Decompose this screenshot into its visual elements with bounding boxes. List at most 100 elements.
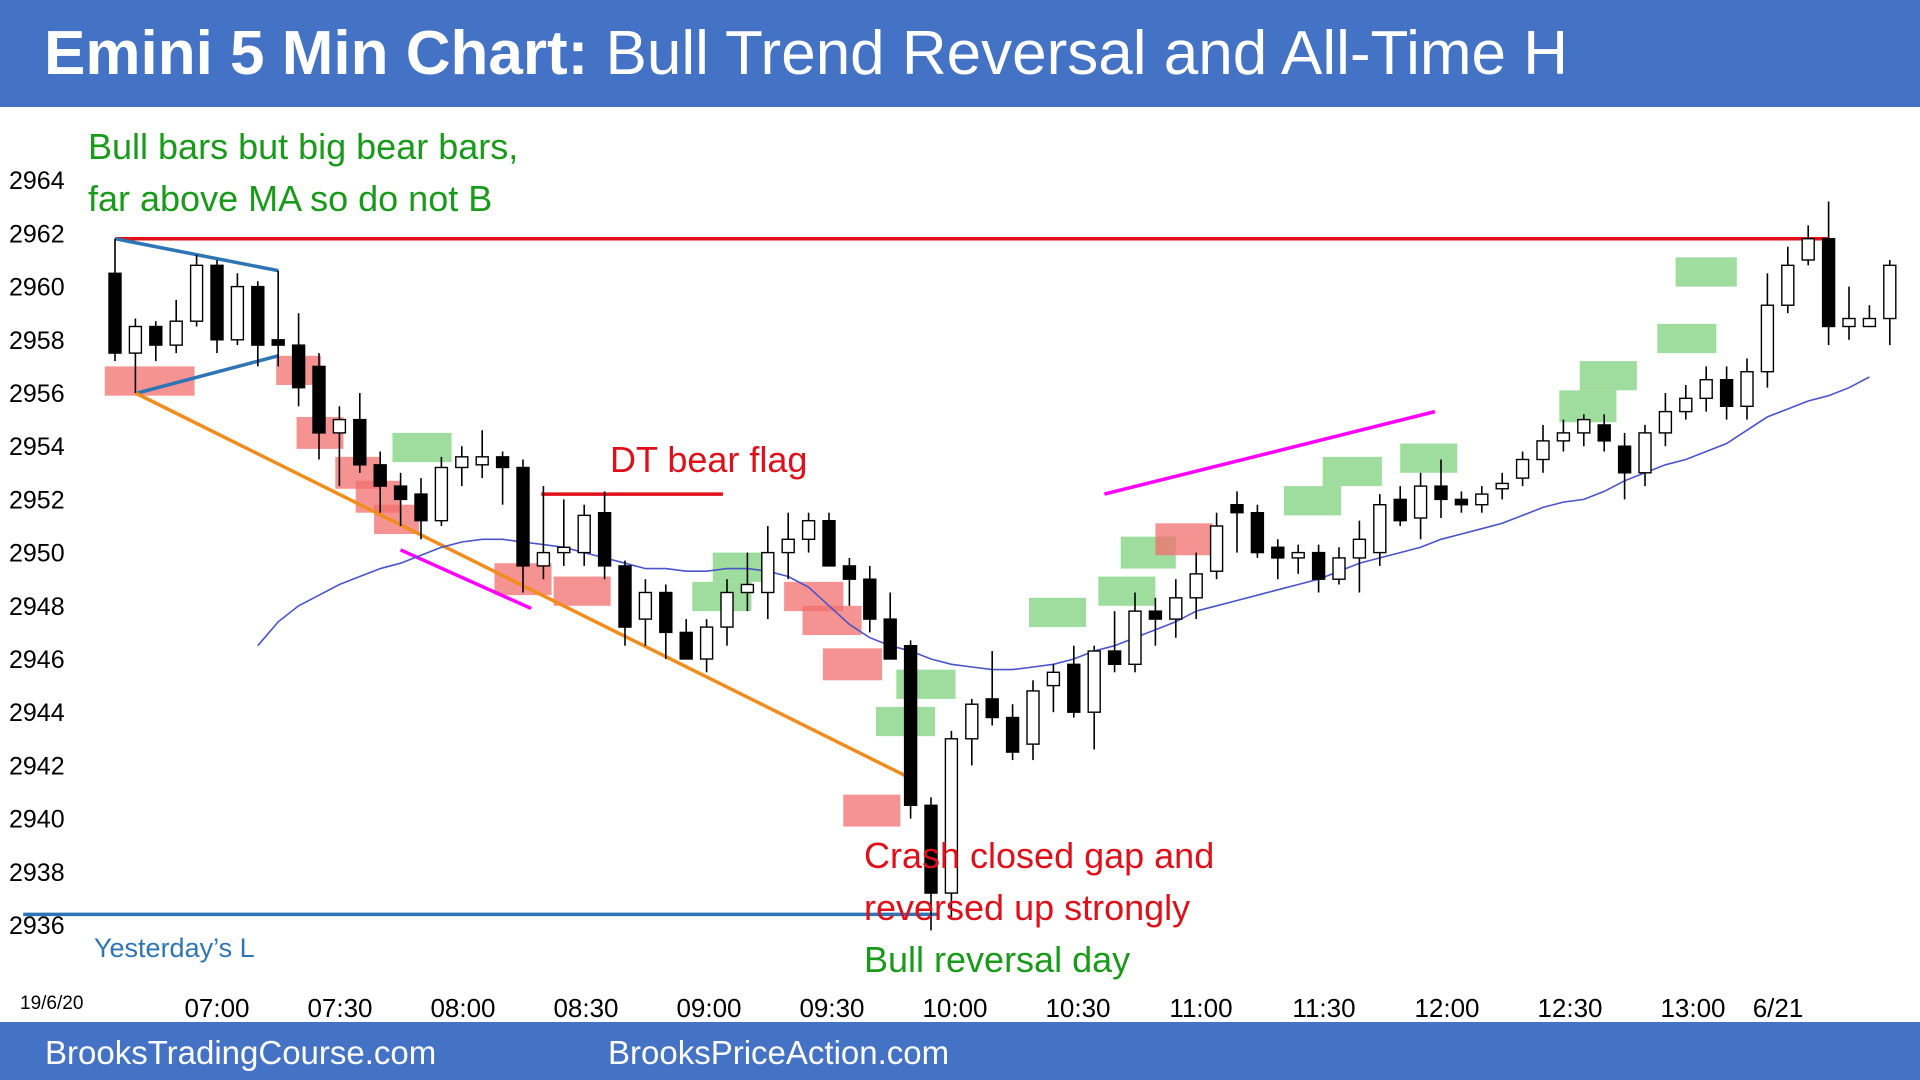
bull-candle-body bbox=[1658, 410, 1673, 434]
candle bbox=[1699, 366, 1713, 412]
candlestick-chart: 2936 2938 2940 2942 2944 2946 2948 2950 2952 2954… bbox=[9, 126, 1897, 1022]
candle bbox=[353, 393, 367, 473]
candle bbox=[495, 451, 510, 505]
footer-right-link[interactable]: BrooksPriceAction.com bbox=[608, 1034, 950, 1071]
bull-candle-body bbox=[1801, 238, 1815, 261]
bull-candle-body bbox=[1862, 317, 1877, 328]
bull-highlight bbox=[1559, 390, 1617, 423]
bear-candle-body bbox=[149, 325, 163, 346]
candle bbox=[393, 472, 408, 526]
title-banner: Emini 5 Min Chart: Bull Trend Reversal a… bbox=[0, 0, 1920, 107]
bull-candle-body bbox=[740, 583, 755, 594]
bear-candle-body bbox=[108, 272, 122, 354]
bull-candle-body bbox=[781, 538, 795, 554]
bear-candle-body bbox=[903, 645, 918, 807]
bull-candle-body bbox=[557, 546, 571, 554]
candles-layer bbox=[108, 201, 1897, 931]
candle bbox=[597, 491, 612, 580]
bull-highlight bbox=[1657, 323, 1717, 354]
bull-candle-body bbox=[1556, 432, 1571, 442]
bull-candle-body bbox=[1760, 304, 1775, 373]
bear-candle-body bbox=[1271, 546, 1285, 559]
bull-candle-body bbox=[699, 626, 714, 660]
bear-candle-body bbox=[210, 264, 224, 341]
candle bbox=[434, 456, 449, 526]
candle bbox=[699, 619, 714, 673]
bear-candle-body bbox=[985, 698, 999, 719]
bear-candle-body bbox=[1311, 551, 1326, 580]
candle bbox=[1148, 597, 1163, 646]
wedge-bottom-line bbox=[399, 548, 532, 611]
bull-candle-body bbox=[230, 285, 245, 341]
bull-highlight bbox=[392, 432, 452, 463]
candle bbox=[1556, 419, 1571, 452]
bull-highlight bbox=[1098, 576, 1156, 606]
bull-candle-body bbox=[1209, 525, 1224, 572]
x-tick-label: 08:30 bbox=[553, 993, 618, 1022]
y-tick-label: 2936 bbox=[9, 912, 65, 940]
bull-candle-body bbox=[332, 418, 347, 434]
candle bbox=[903, 640, 918, 819]
candle bbox=[1393, 486, 1407, 526]
annotation-bull-reversal: Bull reversal day bbox=[864, 939, 1130, 980]
candle bbox=[536, 486, 551, 580]
candle bbox=[1311, 544, 1326, 593]
bull-candle-body bbox=[169, 320, 183, 346]
bull-highlight bbox=[1675, 257, 1737, 287]
bear-candle-body bbox=[1434, 485, 1448, 501]
bull-candle-body bbox=[761, 551, 775, 594]
chart-title: Emini 5 Min Chart: Bull Trend Reversal a… bbox=[44, 18, 1568, 89]
chart-title-rest: Bull Trend Reversal and All-Time H bbox=[605, 19, 1569, 88]
bear-highlight bbox=[1155, 523, 1213, 556]
candle bbox=[1617, 432, 1632, 500]
candle bbox=[1454, 491, 1469, 513]
highlight-layer bbox=[104, 257, 1737, 827]
bear-highlight bbox=[822, 648, 883, 681]
bull-candle-body bbox=[1189, 573, 1203, 599]
candle bbox=[312, 353, 326, 460]
x-tick-label: 08:00 bbox=[430, 993, 495, 1022]
x-tick-label: 12:00 bbox=[1414, 993, 1479, 1022]
candle bbox=[1842, 286, 1856, 340]
candle bbox=[985, 651, 999, 726]
bull-candle-body bbox=[1536, 440, 1550, 461]
candle bbox=[740, 552, 755, 612]
bull-candle-body bbox=[1495, 482, 1509, 490]
candle bbox=[1250, 504, 1265, 558]
bear-candle-body bbox=[291, 344, 306, 389]
candle bbox=[1087, 645, 1101, 750]
candle bbox=[883, 592, 897, 660]
x-tick-label: 09:00 bbox=[676, 993, 741, 1022]
candle bbox=[577, 504, 591, 566]
y-tick-label: 2948 bbox=[9, 593, 65, 621]
y-tick-label: 2964 bbox=[9, 167, 65, 195]
bear-candle-body bbox=[271, 339, 285, 346]
channel-line bbox=[1103, 409, 1436, 496]
y-tick-label: 2960 bbox=[9, 274, 65, 302]
bear-candle-body bbox=[1250, 512, 1265, 554]
bull-candle-body bbox=[475, 456, 489, 466]
bull-candle-body bbox=[1699, 379, 1713, 400]
bull-candle-body bbox=[1515, 458, 1530, 479]
candle bbox=[291, 313, 306, 407]
bear-candle-body bbox=[659, 591, 673, 634]
x-tick-label: 13:00 bbox=[1660, 993, 1725, 1022]
x-axis: 07:00 07:30 08:00 08:30 09:00 09:30 10:00 10:30… bbox=[184, 993, 1803, 1022]
bull-candle-body bbox=[1781, 264, 1795, 306]
y-tick-label: 2954 bbox=[9, 433, 65, 461]
candle bbox=[822, 512, 836, 567]
candle bbox=[1495, 472, 1509, 500]
candle bbox=[842, 557, 857, 606]
footer-left-link[interactable]: BrooksTradingCourse.com bbox=[45, 1034, 437, 1071]
y-tick-label: 2952 bbox=[9, 486, 65, 514]
chart-title-bold: Emini 5 Min Chart: bbox=[44, 19, 589, 88]
bull-highlight bbox=[1028, 597, 1087, 628]
candle bbox=[1801, 225, 1815, 266]
x-tick-label: 10:00 bbox=[922, 993, 987, 1022]
y-axis: 2936 2938 2940 2942 2944 2946 2948 2950 2952 2954… bbox=[9, 167, 65, 940]
candle bbox=[1862, 305, 1877, 328]
bull-candle-body bbox=[801, 519, 816, 540]
candle bbox=[1434, 459, 1448, 519]
bull-candle-body bbox=[1373, 504, 1387, 554]
bull-candle-body bbox=[536, 551, 551, 567]
